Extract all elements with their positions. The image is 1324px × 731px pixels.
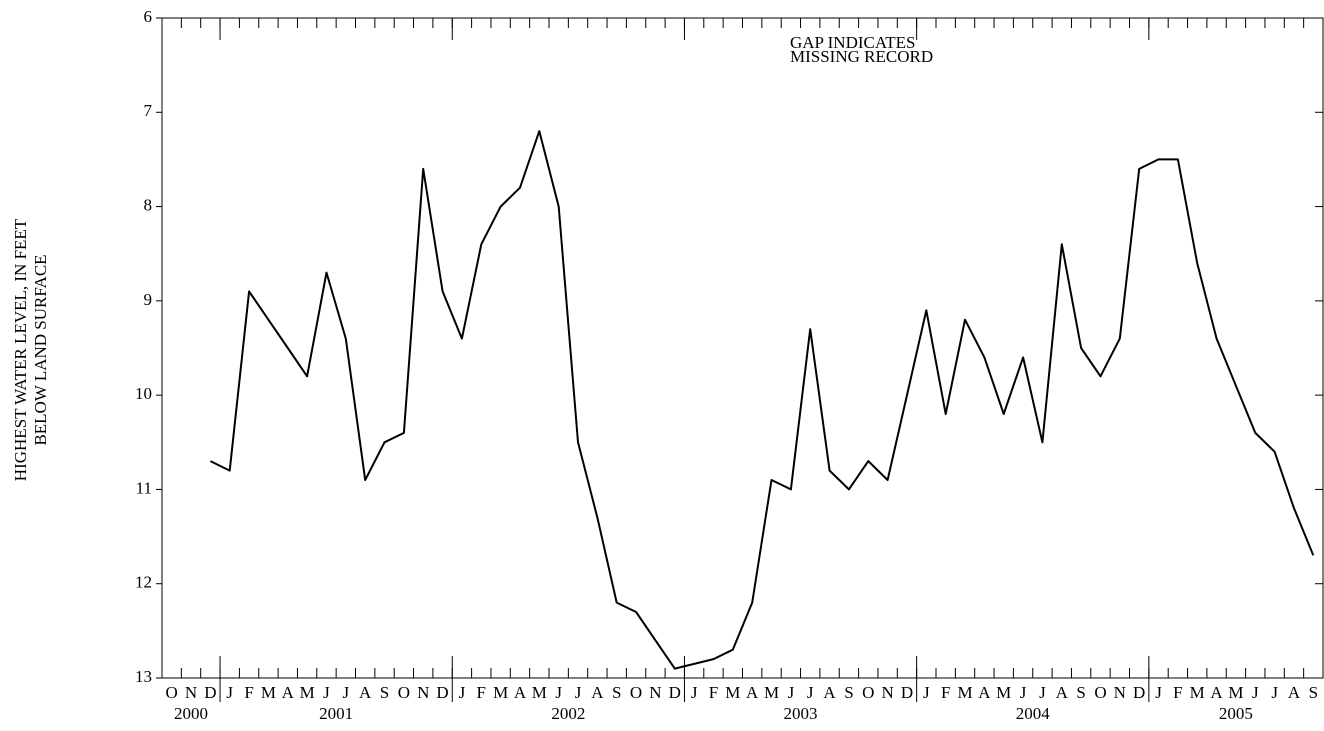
x-tick-label: F [941,683,950,702]
x-tick-label: O [862,683,874,702]
x-tick-label: S [1076,683,1085,702]
x-tick-label: J [1252,683,1259,702]
x-tick-label: A [359,683,372,702]
y-label: HIGHEST WATER LEVEL, IN FEET [11,218,30,481]
plot-frame [161,17,1324,679]
y-tick-label: 8 [144,195,153,214]
y-tick-label: 10 [135,384,152,403]
x-tick-label: A [591,683,604,702]
y-tick-label: 12 [135,573,152,592]
year-label: 2005 [1219,704,1253,723]
x-tick-label: F [1173,683,1182,702]
x-tick-label: F [477,683,486,702]
x-tick-label: A [514,683,527,702]
x-tick-label: J [1039,683,1046,702]
x-tick-label: A [1288,683,1301,702]
x-tick-label: N [881,683,893,702]
x-tick-label: M [764,683,779,702]
x-tick-label: S [844,683,853,702]
x-tick-label: J [1020,683,1027,702]
y-tick-label: 13 [135,667,152,686]
year-label: 2003 [784,704,818,723]
x-tick-label: J [691,683,698,702]
x-tick-label: D [901,683,913,702]
year-label: 2002 [551,704,585,723]
year-label: 2004 [1016,704,1051,723]
x-tick-label: M [1190,683,1205,702]
x-tick-label: J [343,683,350,702]
y-tick-label: 9 [144,290,153,309]
x-tick-label: J [1271,683,1278,702]
y-tick-label: 6 [144,7,153,26]
year-label: 2001 [319,704,353,723]
x-tick-label: S [380,683,389,702]
x-tick-label: J [555,683,562,702]
x-tick-label: M [261,683,276,702]
x-tick-label: M [300,683,315,702]
y-tick-label: 11 [136,478,152,497]
water-level-line [209,130,1315,670]
x-tick-label: J [807,683,814,702]
x-tick-label: M [1228,683,1243,702]
x-tick-label: M [996,683,1011,702]
year-label: 2000 [174,704,208,723]
x-tick-label: M [725,683,740,702]
x-tick-label: A [978,683,991,702]
x-tick-label: O [398,683,410,702]
x-tick-label: J [226,683,233,702]
y-label: BELOW LAND SURFACE [31,254,50,445]
x-tick-label: F [709,683,718,702]
x-tick-label: A [1210,683,1223,702]
y-axis-title: HIGHEST WATER LEVEL, IN FEET BELOW LAND … [11,218,50,481]
x-tick-label: F [244,683,253,702]
x-tick-label: S [1309,683,1318,702]
x-tick-label: O [166,683,178,702]
x-tick-label: J [1155,683,1162,702]
x-tick-label: N [649,683,661,702]
x-tick-label: A [746,683,759,702]
x-tick-label: J [923,683,930,702]
annotation: GAP INDICATES [790,33,915,52]
x-tick-label: A [1056,683,1069,702]
x-tick-label: A [823,683,836,702]
x-tick-label: D [204,683,216,702]
annotation: MISSING RECORD [790,47,933,66]
x-tick-label: O [1094,683,1106,702]
x-tick-label: N [417,683,429,702]
x-tick-label: A [282,683,295,702]
x-tick-label: M [493,683,508,702]
x-tick-label: J [575,683,582,702]
x-tick-label: N [185,683,197,702]
x-tick-label: D [669,683,681,702]
y-tick-label: 7 [144,101,153,120]
x-tick-label: J [788,683,795,702]
x-tick-label: J [323,683,330,702]
x-tick-label: O [630,683,642,702]
x-tick-label: D [1133,683,1145,702]
x-tick-label: S [612,683,621,702]
x-tick-label: D [436,683,448,702]
x-tick-label: M [532,683,547,702]
x-tick-label: M [957,683,972,702]
x-tick-label: J [459,683,466,702]
x-tick-label: N [1114,683,1126,702]
